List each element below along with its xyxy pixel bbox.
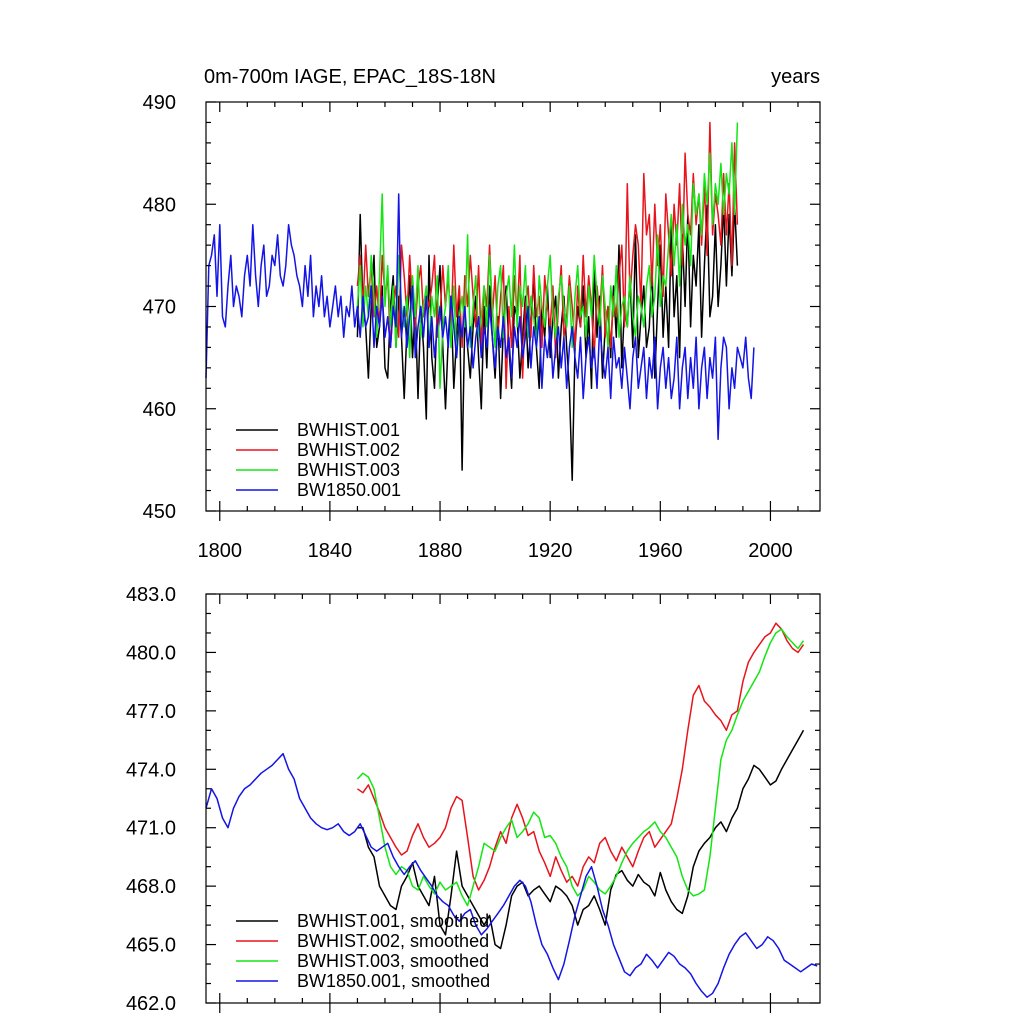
bottom-ytick-label: 465.0: [126, 935, 176, 957]
top-xtick-label: 1920: [528, 540, 573, 562]
bottom-ytick-label: 477.0: [126, 701, 176, 723]
top-xtick-label: 2000: [748, 540, 793, 562]
bottom-ytick-label: 471.0: [126, 818, 176, 840]
top-panel: 0m-700m IAGE, EPAC_18S-18N years 4504604…: [143, 66, 821, 562]
top-ytick-label: 490: [143, 92, 176, 114]
top-ytick-label: 460: [143, 399, 176, 421]
top-legend-label: BWHIST.002: [297, 440, 400, 460]
top-ytick-label: 480: [143, 194, 176, 216]
top-series-group: [205, 121, 755, 482]
bottom-ytick-label: 468.0: [126, 876, 176, 898]
top-series-line: [356, 122, 739, 390]
bottom-panel: 462.0 465.0 468.0 471.0 474.0 477.0 480.0 483.0…: [126, 584, 821, 1015]
top-ticks: 450 460 470 480 490 1800 1840 1880 1920 1960 2000: [143, 92, 820, 562]
bottom-ytick-label: 474.0: [126, 759, 176, 781]
bottom-series-line: [205, 752, 818, 998]
top-panel-title: 0m-700m IAGE, EPAC_18S-18N: [204, 66, 496, 88]
top-series-line: [356, 121, 739, 390]
top-xtick-label: 1840: [308, 540, 353, 562]
bottom-series-group: [205, 622, 818, 998]
bottom-legend-label: BWHIST.002, smoothed: [297, 931, 489, 951]
bottom-legend-label: BWHIST.003, smoothed: [297, 951, 489, 971]
bottom-legend-label: BW1850.001, smoothed: [297, 971, 490, 991]
bottom-ytick-label: 480.0: [126, 642, 176, 664]
top-legend-label: BWHIST.003: [297, 460, 400, 480]
top-panel-units: years: [771, 66, 820, 88]
top-xtick-label: 1880: [418, 540, 463, 562]
bottom-ytick-label: 483.0: [126, 584, 176, 606]
top-legend-label: BWHIST.001: [297, 420, 400, 440]
top-ytick-label: 470: [143, 297, 176, 319]
top-series-line: [205, 193, 755, 441]
top-xtick-label: 1800: [198, 540, 243, 562]
top-xtick-label: 1960: [638, 540, 683, 562]
bottom-legend-label: BWHIST.001, smoothed: [297, 911, 489, 931]
bottom-series-line: [356, 628, 805, 907]
bottom-ticks: 462.0 465.0 468.0 471.0 474.0 477.0 480.0 483.0: [126, 584, 820, 1015]
bottom-series-line: [356, 622, 805, 891]
bottom-plot-frame: [205, 593, 821, 1004]
bottom-ytick-label: 462.0: [126, 993, 176, 1015]
top-ytick-label: 450: [143, 501, 176, 523]
top-legend-label: BW1850.001: [297, 480, 401, 500]
